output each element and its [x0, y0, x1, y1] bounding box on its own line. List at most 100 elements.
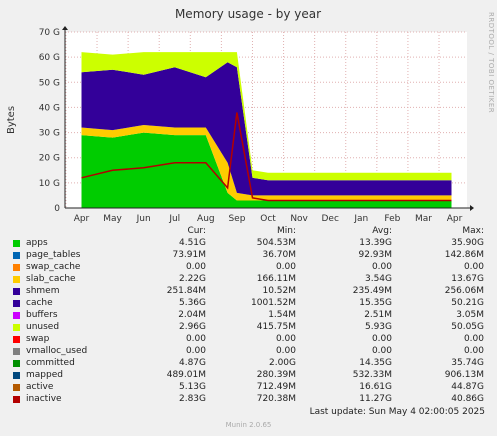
footer-version: Munin 2.0.65 [225, 421, 272, 429]
legend-value-max: 3.05M [456, 310, 484, 320]
legend-swatch [13, 276, 20, 283]
legend-value-max: 0.00 [463, 262, 484, 272]
legend-value-cur: 5.13G [178, 382, 206, 392]
series-areas [81, 52, 452, 208]
legend-value-avg: 2.51M [364, 310, 392, 320]
legend-swatch [13, 300, 20, 307]
area-cache [81, 62, 452, 196]
memory-chart: Memory usage - by year Bytes 0 10 G 20 G 30… [6, 7, 474, 224]
legend-value-max: 0.00 [463, 334, 484, 344]
legend-value-max: 50.21G [451, 298, 484, 308]
chart-title: Memory usage - by year [175, 7, 321, 21]
legend-label: cache [26, 298, 53, 308]
legend-header-min: Min: [276, 226, 296, 236]
legend-value-cur: 489.01M [166, 370, 206, 380]
legend-value-avg: 13.39G [359, 238, 392, 248]
y-tick-label: 70 G [39, 28, 60, 38]
y-tick-label: 40 G [39, 103, 60, 113]
legend-value-max: 13.67G [451, 274, 484, 284]
legend-value-cur: 2.04M [178, 310, 206, 320]
area-slab_cache [81, 125, 452, 201]
legend-value-max: 35.74G [451, 358, 484, 368]
x-axis-arrow [470, 205, 474, 211]
legend-value-min: 280.39M [256, 370, 296, 380]
legend-value-min: 415.75M [256, 322, 296, 332]
x-tick-label: Jan [353, 214, 368, 224]
x-tick-label: Aug [197, 214, 215, 224]
legend-swatch [13, 240, 20, 247]
x-tick-label: Apr [74, 214, 90, 224]
x-tick-label: Feb [384, 214, 400, 224]
legend-row-inactive: inactive 2.83G 720.38M 11.27G 40.86G [0, 394, 497, 406]
legend-value-max: 142.86M [444, 250, 484, 260]
legend-value-avg: 532.33M [352, 370, 392, 380]
legend-header-max: Max: [462, 226, 484, 236]
legend-row-buffers: buffers 2.04M 1.54M 2.51M 3.05M [0, 310, 497, 322]
legend-row-mapped: mapped 489.01M 280.39M 532.33M 906.13M [0, 370, 497, 382]
legend-label: committed [26, 358, 75, 368]
legend-value-min: 0.00 [275, 346, 296, 356]
legend-row-slab_cache: slab_cache 2.22G 166.11M 3.54G 13.67G [0, 274, 497, 286]
legend-value-cur: 4.87G [178, 358, 206, 368]
legend-swatch [13, 372, 20, 379]
legend-value-cur: 0.00 [185, 262, 206, 272]
legend-swatch [13, 312, 20, 319]
y-axis-label: Bytes [6, 106, 17, 134]
legend-row-unused: unused 2.96G 415.75M 5.93G 50.05G [0, 322, 497, 334]
legend-value-avg: 235.49M [352, 286, 392, 296]
legend-value-avg: 0.00 [371, 346, 392, 356]
y-tick-label: 10 G [39, 179, 60, 189]
legend-value-min: 2.00G [268, 358, 296, 368]
legend-value-max: 256.06M [444, 286, 484, 296]
legend-value-min: 36.70M [262, 250, 296, 260]
legend-label: inactive [26, 394, 62, 404]
legend-label: active [26, 382, 54, 392]
legend-value-min: 166.11M [256, 274, 296, 284]
x-ticks: Apr May Jun Jul Aug Sep Oct Nov Dec Jan Feb Mar Apr [74, 214, 463, 224]
area-apps [81, 132, 452, 208]
y-tick-label: 20 G [39, 154, 60, 164]
y-tick-label: 30 G [39, 129, 60, 139]
legend-row-page_tables: page_tables 73.91M 36.70M 92.93M 142.86M [0, 250, 497, 262]
legend-value-min: 10.52M [262, 286, 296, 296]
side-credit: RRDTOOL / TOBI OETIKER [487, 12, 495, 114]
legend-row-active: active 5.13G 712.49M 16.61G 44.87G [0, 382, 497, 394]
legend-label: buffers [26, 310, 58, 320]
legend-value-cur: 73.91M [172, 250, 206, 260]
legend-value-cur: 2.96G [178, 322, 206, 332]
legend-value-max: 50.05G [451, 322, 484, 332]
legend-row-apps: apps 4.51G 504.53M 13.39G 35.90G [0, 238, 497, 250]
legend-label: slab_cache [26, 274, 76, 284]
last-update: Last update: Sun May 4 02:00:05 2025 [309, 407, 485, 417]
legend-label: swap [26, 334, 50, 344]
legend-value-max: 35.90G [451, 238, 484, 248]
y-tick-label: 50 G [39, 78, 60, 88]
legend-value-cur: 2.83G [178, 394, 206, 404]
series-lines [81, 112, 452, 202]
legend-row-cache: cache 5.36G 1001.52M 15.35G 50.21G [0, 298, 497, 310]
legend-value-avg: 16.61G [359, 382, 392, 392]
legend-value-min: 0.00 [275, 262, 296, 272]
legend-row-swap_cache: swap_cache 0.00 0.00 0.00 0.00 [0, 262, 497, 274]
legend-value-avg: 14.35G [359, 358, 392, 368]
legend-swatch [13, 252, 20, 259]
legend-header-cur: Cur: [187, 226, 206, 236]
legend-label: shmem [26, 286, 60, 296]
legend-value-min: 0.00 [275, 334, 296, 344]
x-tick-label: Dec [321, 214, 338, 224]
x-tick-label: Nov [290, 214, 308, 224]
y-tick-label: 0 [54, 204, 60, 214]
legend-label: swap_cache [26, 262, 81, 272]
x-tick-label: May [103, 214, 122, 224]
legend-swatch [13, 288, 20, 295]
legend-swatch [13, 348, 20, 355]
x-tick-label: Jun [136, 214, 151, 224]
legend-value-cur: 251.84M [166, 286, 206, 296]
legend-label: page_tables [26, 250, 81, 260]
legend-value-avg: 5.93G [364, 322, 392, 332]
x-tick-label: Apr [447, 214, 463, 224]
legend-header-avg: Avg: [372, 226, 392, 236]
legend-value-cur: 4.51G [178, 238, 206, 248]
legend-value-avg: 15.35G [359, 298, 392, 308]
legend-value-avg: 92.93M [358, 250, 392, 260]
